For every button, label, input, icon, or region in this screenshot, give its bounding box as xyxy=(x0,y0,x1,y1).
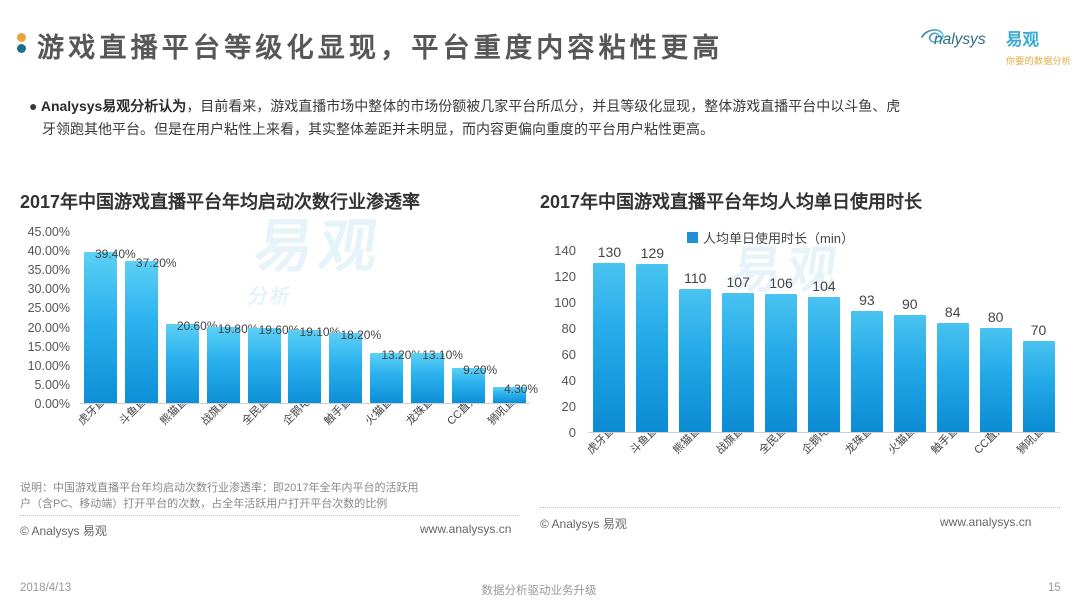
svg-text:nalysys: nalysys xyxy=(934,31,986,48)
svg-text:易观: 易观 xyxy=(1006,30,1040,49)
